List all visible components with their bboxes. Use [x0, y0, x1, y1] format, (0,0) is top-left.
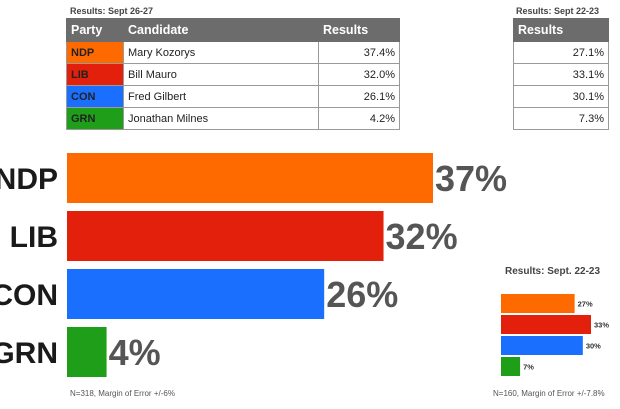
table-row: 7.3% — [513, 107, 609, 130]
result-cell: 7.3% — [513, 107, 609, 130]
result-cell: 33.1% — [513, 63, 609, 86]
bar-con — [67, 269, 325, 319]
right-table-caption: Results: Sept 22-23 — [516, 6, 600, 16]
mini-bar-ndp — [501, 294, 575, 313]
mini-chart-title: Results: Sept. 22-23 — [505, 266, 601, 277]
value-label-lib: 32% — [386, 216, 458, 257]
results-header: Results — [318, 18, 400, 42]
results-header: Results — [513, 18, 609, 42]
bar-lib — [67, 211, 384, 261]
mini-value-label-lib: 33% — [594, 321, 609, 330]
value-label-grn: 4% — [109, 332, 161, 373]
category-label-lib: LIB — [10, 221, 58, 254]
mini-bar-grn — [501, 357, 521, 376]
table-header-row: Results — [513, 18, 609, 42]
table-row: CON Fred Gilbert 26.1% — [66, 85, 400, 108]
table-row: LIB Bill Mauro 32.0% — [66, 63, 400, 86]
value-label-con: 26% — [326, 274, 398, 315]
candidate-header: Candidate — [123, 18, 319, 42]
table-row: 33.1% — [513, 63, 609, 86]
left-table-caption: Results: Sept 26-27 — [70, 6, 154, 16]
mini-chart-footnote: N=160, Margin of Error +/-7.8% — [493, 389, 605, 398]
bar-ndp — [67, 153, 433, 203]
mini-bar-con — [501, 336, 583, 355]
result-cell: 4.2% — [318, 107, 400, 130]
mini-bar-lib — [501, 315, 591, 334]
category-label-ndp: NDP — [0, 163, 58, 196]
category-label-con: CON — [0, 279, 58, 312]
result-cell: 32.0% — [318, 63, 400, 86]
value-label-ndp: 37% — [435, 158, 507, 199]
party-cell: LIB — [66, 63, 124, 86]
table-row: GRN Jonathan Milnes 4.2% — [66, 107, 400, 130]
result-cell: 37.4% — [318, 41, 400, 64]
party-cell: CON — [66, 85, 124, 108]
mini-value-label-ndp: 27% — [578, 300, 593, 309]
mini-value-label-con: 30% — [586, 342, 601, 351]
category-label-grn: GRN — [0, 337, 58, 370]
party-cell: GRN — [66, 107, 124, 130]
results-table-sept-26-27: Party Candidate Results NDP Mary Kozorys… — [66, 18, 400, 130]
bar-grn — [67, 327, 107, 377]
party-header: Party — [66, 18, 124, 42]
results-table-sept-22-23: Results 27.1% 33.1% 30.1% 7.3% — [513, 18, 609, 130]
mini-value-label-grn: 7% — [523, 363, 534, 372]
candidate-cell: Jonathan Milnes — [123, 107, 319, 130]
table-header-row: Party Candidate Results — [66, 18, 400, 42]
main-chart-footnote: N=318, Margin of Error +/-6% — [70, 389, 175, 398]
party-cell: NDP — [66, 41, 124, 64]
